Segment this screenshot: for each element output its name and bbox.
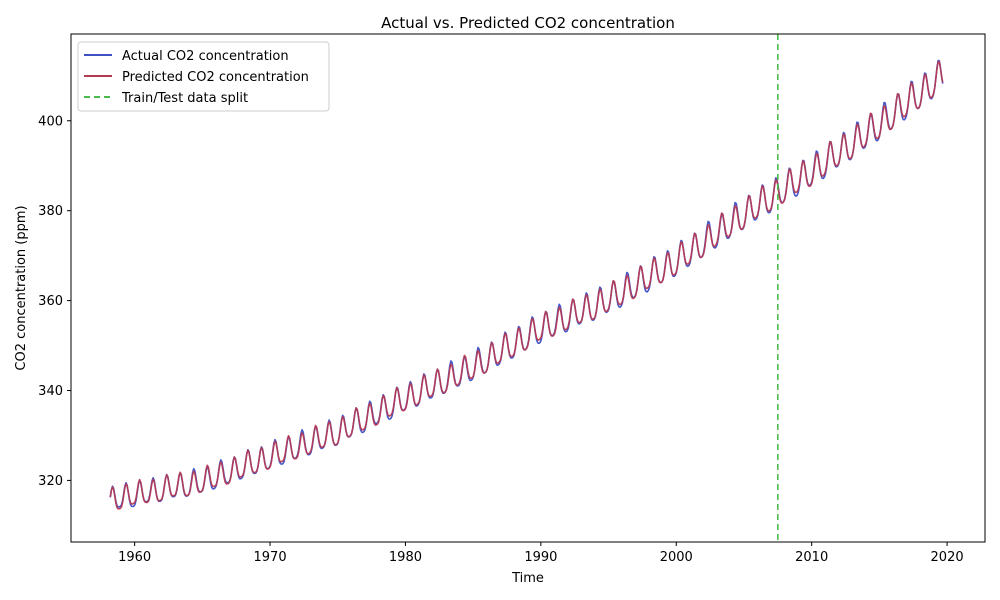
legend-box <box>77 41 330 112</box>
x-tick-label: 1990 <box>524 550 557 565</box>
legend: Actual CO2 concentration Predicted CO2 c… <box>77 41 330 112</box>
y-axis-label: CO2 concentration (ppm) <box>14 205 29 370</box>
legend-label-predicted: Predicted CO2 concentration <box>122 70 309 85</box>
y-axis: 320 340 360 380 400 <box>38 114 71 489</box>
y-tick-label: 320 <box>38 474 63 489</box>
legend-label-actual: Actual CO2 concentration <box>122 49 289 64</box>
x-axis-label: Time <box>511 571 544 586</box>
y-tick-label: 340 <box>38 384 63 399</box>
x-tick-label: 2010 <box>795 550 828 565</box>
series-line-predicted <box>109 61 944 510</box>
series-line-actual <box>109 59 944 508</box>
x-axis: 1960 1970 1980 1990 2000 2010 2020 <box>118 542 964 565</box>
legend-label-split: Train/Test data split <box>121 91 248 106</box>
x-tick-label: 1980 <box>389 550 422 565</box>
plot-frame <box>70 33 986 543</box>
x-tick-label: 1970 <box>254 550 287 565</box>
y-tick-label: 360 <box>38 294 63 309</box>
x-tick-label: 1960 <box>118 550 151 565</box>
x-tick-label: 2000 <box>660 550 693 565</box>
chart-title: Actual vs. Predicted CO2 concentration <box>381 14 675 32</box>
y-tick-label: 400 <box>38 114 63 129</box>
x-tick-label: 2020 <box>931 550 964 565</box>
y-tick-label: 380 <box>38 204 63 219</box>
plot-area <box>109 59 944 510</box>
